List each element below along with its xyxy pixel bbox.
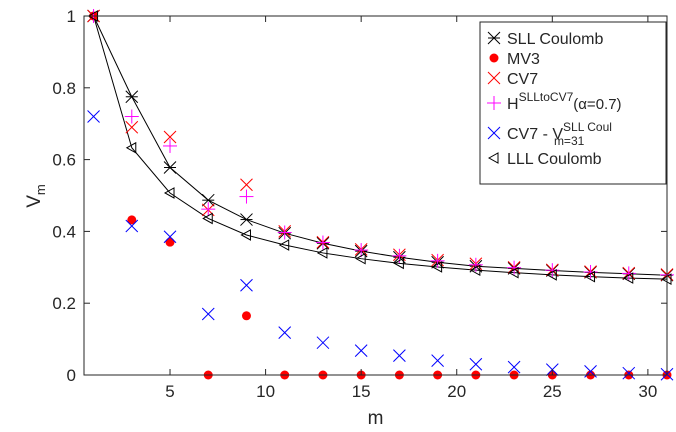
point-diff-1 bbox=[87, 110, 100, 123]
y-tick-label-1: 0.2 bbox=[52, 294, 76, 313]
y-axis-label: Vm bbox=[24, 184, 48, 208]
x-tick-label-5: 5 bbox=[165, 382, 174, 401]
point-lll-13 bbox=[316, 247, 328, 259]
legend-entry-diff: CV7 - VSLL Coul m=31 bbox=[487, 120, 612, 148]
point-h-25 bbox=[545, 263, 560, 278]
point-lll-25 bbox=[546, 268, 557, 281]
legend-entry-lll: LLL Coulomb bbox=[487, 151, 602, 168]
series-line-sll bbox=[93, 15, 668, 276]
point-h-3 bbox=[124, 109, 139, 124]
point-sll-5 bbox=[163, 161, 177, 174]
axes: 5 10 15 20 25 30 0 0.2 0.4 0.6 0.8 1 m Vm bbox=[24, 7, 668, 429]
point-h-9 bbox=[239, 189, 254, 204]
legend-label-h: HSLLtoCV7(α=0.7) bbox=[507, 90, 622, 113]
point-lll-9 bbox=[240, 229, 251, 241]
point-lll-29 bbox=[622, 272, 634, 284]
point-lll-5 bbox=[163, 187, 175, 199]
y-tick-label-0: 0 bbox=[67, 366, 76, 385]
point-h-7 bbox=[201, 202, 216, 217]
point-cv7-9 bbox=[240, 178, 253, 192]
point-h-27 bbox=[583, 264, 598, 279]
series-lll bbox=[87, 10, 672, 285]
legend-entry-mv3: MV3 bbox=[489, 51, 540, 68]
point-diff-5 bbox=[163, 230, 177, 244]
x-tick-label-10: 10 bbox=[256, 382, 275, 401]
point-mv3-3 bbox=[127, 215, 137, 225]
point-sll-7 bbox=[201, 193, 215, 207]
series-h bbox=[86, 9, 674, 282]
legend-entry-h: HSLLtoCV7(α=0.7) bbox=[487, 90, 622, 113]
plot-frame bbox=[83, 15, 668, 376]
legend-label-cv7: CV7 bbox=[507, 71, 538, 88]
legend-box bbox=[479, 21, 667, 185]
y-tick-label-3: 0.6 bbox=[52, 151, 76, 170]
point-lll-23 bbox=[508, 266, 519, 279]
point-diff-13 bbox=[316, 336, 330, 350]
x-tick-label-30: 30 bbox=[638, 382, 657, 401]
point-mv3-5 bbox=[165, 237, 175, 247]
legend: SLL Coulomb MV3 CV7 HSLLtoCV7(α=0.7) CV7 - V… bbox=[479, 21, 667, 185]
point-diff-19 bbox=[431, 354, 444, 367]
point-diff-7 bbox=[201, 307, 215, 321]
legend-label-diff: CV7 - VSLL Coul m=31 bbox=[507, 120, 612, 148]
point-diff-17 bbox=[393, 349, 406, 362]
legend-marker-h bbox=[487, 96, 501, 110]
legend-entry-cv7: CV7 bbox=[487, 71, 538, 88]
legend-marker-lll bbox=[487, 152, 499, 164]
x-axis-label: m bbox=[368, 408, 384, 429]
x-tick-label-15: 15 bbox=[352, 382, 371, 401]
legend-label-lll: LLL Coulomb bbox=[507, 151, 602, 168]
series-line-lll bbox=[93, 15, 668, 280]
point-diff-3 bbox=[125, 219, 139, 233]
point-h-15 bbox=[354, 243, 369, 258]
point-lll-21 bbox=[469, 264, 481, 277]
y-tick-label-5: 1 bbox=[67, 7, 76, 26]
point-lll-19 bbox=[431, 261, 443, 273]
legend-marker-mv3 bbox=[489, 53, 499, 63]
point-sll-3 bbox=[125, 90, 139, 104]
legend-marker-diff bbox=[487, 126, 501, 140]
point-diff-15 bbox=[354, 344, 368, 357]
point-h-29 bbox=[621, 266, 636, 281]
legend-label-sll: SLL Coulomb bbox=[507, 31, 603, 48]
point-lll-11 bbox=[278, 239, 290, 251]
plot-lines bbox=[93, 15, 668, 280]
point-h-23 bbox=[507, 260, 522, 275]
point-mv3-9 bbox=[241, 311, 251, 321]
point-cv7-3 bbox=[125, 120, 139, 134]
point-diff-11 bbox=[278, 326, 292, 339]
point-diff-9 bbox=[240, 278, 253, 292]
x-tick-label-25: 25 bbox=[543, 382, 562, 401]
point-sll-9 bbox=[240, 213, 253, 226]
legend-entry-sll: SLL Coulomb bbox=[487, 31, 603, 48]
point-lll-7 bbox=[202, 212, 213, 225]
point-lll-17 bbox=[393, 257, 404, 270]
point-lll-15 bbox=[355, 252, 366, 265]
point-lll-3 bbox=[125, 141, 137, 154]
x-tick-label-20: 20 bbox=[447, 382, 466, 401]
point-diff-29 bbox=[622, 366, 636, 380]
series-diff bbox=[87, 110, 674, 381]
point-lll-27 bbox=[584, 270, 596, 283]
point-diff-21 bbox=[469, 357, 483, 371]
point-h-21 bbox=[468, 257, 483, 272]
point-diff-23 bbox=[507, 360, 521, 374]
point-h-11 bbox=[277, 225, 292, 240]
point-h-19 bbox=[430, 253, 445, 268]
point-h-13 bbox=[315, 235, 330, 250]
legend-marker-sll bbox=[487, 31, 501, 45]
y-tick-label-4: 0.8 bbox=[52, 79, 76, 98]
legend-marker-cv7 bbox=[487, 71, 501, 85]
legend-label-mv3: MV3 bbox=[507, 51, 540, 68]
point-h-5 bbox=[163, 138, 178, 153]
point-cv7-5 bbox=[163, 130, 177, 144]
y-tick-label-2: 0.4 bbox=[52, 222, 76, 241]
